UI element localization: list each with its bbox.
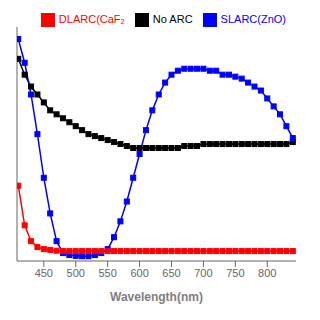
svg-text:600: 600 [130, 267, 148, 279]
svg-text:500: 500 [67, 267, 85, 279]
svg-text:650: 650 [162, 267, 180, 279]
svg-text:700: 700 [194, 267, 212, 279]
svg-text:550: 550 [98, 267, 116, 279]
svg-text:750: 750 [226, 267, 244, 279]
html-text:SLARC(ZnO): SLARC(ZnO) [220, 13, 286, 25]
svg-text:800: 800 [258, 267, 276, 279]
svg-text:Wavelength(nm): Wavelength(nm) [110, 290, 203, 304]
html-text:DLARC(CaF₂: DLARC(CaF₂ [58, 13, 125, 25]
svg-text:450: 450 [35, 267, 53, 279]
html-text:No ARC: No ARC [152, 13, 193, 25]
